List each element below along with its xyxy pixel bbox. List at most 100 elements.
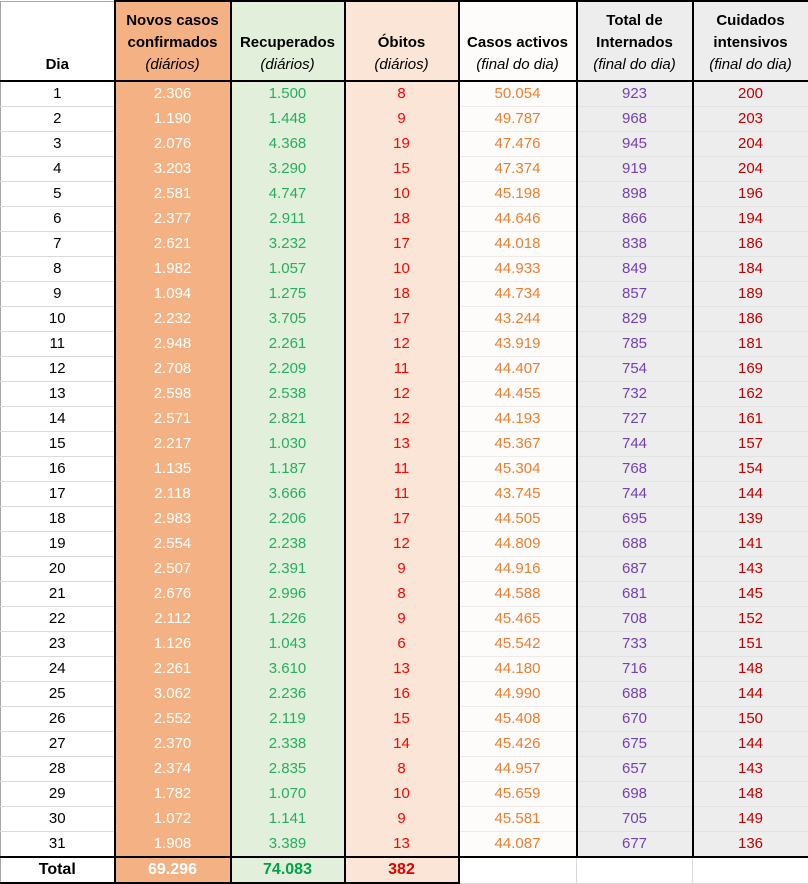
cell-dia[interactable]: 24 [1, 657, 115, 682]
cell-casos-activos[interactable]: 44.957 [459, 757, 577, 782]
cell-internados[interactable]: 716 [577, 657, 693, 682]
cell-recuperados[interactable]: 3.290 [231, 157, 345, 182]
cell-dia[interactable]: 6 [1, 207, 115, 232]
total-empty-cell[interactable] [693, 857, 808, 883]
cell-obitos[interactable]: 8 [345, 81, 459, 107]
cell-recuperados[interactable]: 2.236 [231, 682, 345, 707]
cell-cuidados-intensivos[interactable]: 154 [693, 457, 808, 482]
cell-casos-activos[interactable]: 43.745 [459, 482, 577, 507]
cell-cuidados-intensivos[interactable]: 184 [693, 257, 808, 282]
cell-dia[interactable]: 15 [1, 432, 115, 457]
cell-novos-casos[interactable]: 2.571 [115, 407, 231, 432]
cell-novos-casos[interactable]: 2.374 [115, 757, 231, 782]
cell-recuperados[interactable]: 2.206 [231, 507, 345, 532]
cell-recuperados[interactable]: 2.261 [231, 332, 345, 357]
cell-casos-activos[interactable]: 43.919 [459, 332, 577, 357]
cell-casos-activos[interactable]: 45.426 [459, 732, 577, 757]
cell-obitos[interactable]: 13 [345, 832, 459, 858]
cell-obitos[interactable]: 17 [345, 232, 459, 257]
cell-internados[interactable]: 968 [577, 107, 693, 132]
cell-novos-casos[interactable]: 2.554 [115, 532, 231, 557]
cell-recuperados[interactable]: 1.057 [231, 257, 345, 282]
cell-cuidados-intensivos[interactable]: 150 [693, 707, 808, 732]
cell-dia[interactable]: 28 [1, 757, 115, 782]
cell-cuidados-intensivos[interactable]: 189 [693, 282, 808, 307]
cell-cuidados-intensivos[interactable]: 186 [693, 232, 808, 257]
cell-novos-casos[interactable]: 1.782 [115, 782, 231, 807]
cell-cuidados-intensivos[interactable]: 143 [693, 557, 808, 582]
cell-casos-activos[interactable]: 44.933 [459, 257, 577, 282]
cell-internados[interactable]: 687 [577, 557, 693, 582]
cell-internados[interactable]: 698 [577, 782, 693, 807]
cell-obitos[interactable]: 15 [345, 157, 459, 182]
cell-recuperados[interactable]: 3.666 [231, 482, 345, 507]
col-header-obitos[interactable]: Óbitos (diários) [345, 1, 459, 81]
cell-recuperados[interactable]: 2.538 [231, 382, 345, 407]
total-empty-cell[interactable] [459, 857, 577, 883]
cell-dia[interactable]: 30 [1, 807, 115, 832]
cell-casos-activos[interactable]: 45.367 [459, 432, 577, 457]
cell-obitos[interactable]: 11 [345, 357, 459, 382]
cell-casos-activos[interactable]: 45.581 [459, 807, 577, 832]
col-header-recuperados[interactable]: Recuperados (diários) [231, 1, 345, 81]
cell-internados[interactable]: 705 [577, 807, 693, 832]
cell-internados[interactable]: 688 [577, 532, 693, 557]
cell-recuperados[interactable]: 1.275 [231, 282, 345, 307]
cell-recuperados[interactable]: 3.610 [231, 657, 345, 682]
cell-novos-casos[interactable]: 2.076 [115, 132, 231, 157]
cell-obitos[interactable]: 6 [345, 632, 459, 657]
cell-dia[interactable]: 3 [1, 132, 115, 157]
cell-recuperados[interactable]: 4.368 [231, 132, 345, 157]
cell-casos-activos[interactable]: 44.916 [459, 557, 577, 582]
cell-novos-casos[interactable]: 2.552 [115, 707, 231, 732]
total-recuperados-cell[interactable]: 74.083 [231, 857, 345, 883]
cell-cuidados-intensivos[interactable]: 196 [693, 182, 808, 207]
cell-obitos[interactable]: 11 [345, 482, 459, 507]
col-header-dia[interactable]: Dia [1, 1, 115, 81]
cell-internados[interactable]: 945 [577, 132, 693, 157]
cell-cuidados-intensivos[interactable]: 143 [693, 757, 808, 782]
cell-casos-activos[interactable]: 44.809 [459, 532, 577, 557]
cell-dia[interactable]: 25 [1, 682, 115, 707]
cell-internados[interactable]: 657 [577, 757, 693, 782]
cell-novos-casos[interactable]: 1.190 [115, 107, 231, 132]
cell-internados[interactable]: 744 [577, 432, 693, 457]
cell-cuidados-intensivos[interactable]: 194 [693, 207, 808, 232]
cell-recuperados[interactable]: 1.030 [231, 432, 345, 457]
cell-casos-activos[interactable]: 44.407 [459, 357, 577, 382]
cell-internados[interactable]: 829 [577, 307, 693, 332]
cell-cuidados-intensivos[interactable]: 148 [693, 782, 808, 807]
cell-cuidados-intensivos[interactable]: 200 [693, 81, 808, 107]
cell-recuperados[interactable]: 1.448 [231, 107, 345, 132]
cell-internados[interactable]: 727 [577, 407, 693, 432]
total-novos-cell[interactable]: 69.296 [115, 857, 231, 883]
col-header-novos-casos[interactable]: Novos casos confirmados (diários) [115, 1, 231, 81]
col-header-cuidados-intensivos[interactable]: Cuidados intensivos (final do dia) [693, 1, 808, 81]
cell-novos-casos[interactable]: 2.261 [115, 657, 231, 682]
cell-cuidados-intensivos[interactable]: 186 [693, 307, 808, 332]
cell-novos-casos[interactable]: 1.982 [115, 257, 231, 282]
cell-casos-activos[interactable]: 44.646 [459, 207, 577, 232]
cell-obitos[interactable]: 12 [345, 382, 459, 407]
cell-internados[interactable]: 744 [577, 482, 693, 507]
cell-casos-activos[interactable]: 50.054 [459, 81, 577, 107]
total-obitos-cell[interactable]: 382 [345, 857, 459, 883]
cell-cuidados-intensivos[interactable]: 204 [693, 132, 808, 157]
col-header-internados[interactable]: Total de Internados (final do dia) [577, 1, 693, 81]
cell-casos-activos[interactable]: 45.659 [459, 782, 577, 807]
cell-casos-activos[interactable]: 45.408 [459, 707, 577, 732]
cell-dia[interactable]: 10 [1, 307, 115, 332]
cell-obitos[interactable]: 10 [345, 782, 459, 807]
cell-internados[interactable]: 898 [577, 182, 693, 207]
cell-obitos[interactable]: 13 [345, 432, 459, 457]
cell-casos-activos[interactable]: 47.374 [459, 157, 577, 182]
cell-internados[interactable]: 849 [577, 257, 693, 282]
cell-cuidados-intensivos[interactable]: 149 [693, 807, 808, 832]
cell-novos-casos[interactable]: 2.708 [115, 357, 231, 382]
cell-casos-activos[interactable]: 44.018 [459, 232, 577, 257]
cell-novos-casos[interactable]: 3.062 [115, 682, 231, 707]
cell-novos-casos[interactable]: 2.217 [115, 432, 231, 457]
cell-obitos[interactable]: 18 [345, 282, 459, 307]
cell-obitos[interactable]: 14 [345, 732, 459, 757]
cell-internados[interactable]: 768 [577, 457, 693, 482]
